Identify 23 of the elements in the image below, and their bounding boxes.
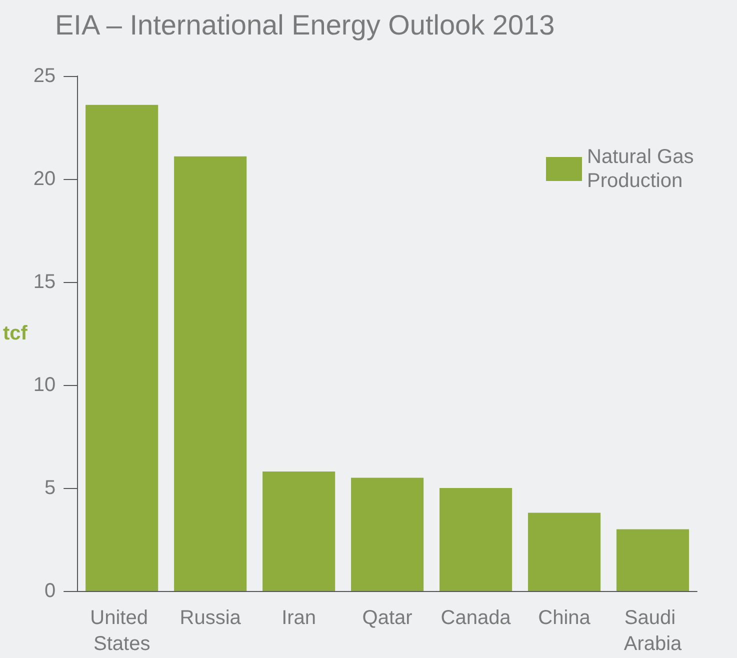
- bar: [440, 488, 512, 591]
- bar: [174, 156, 247, 591]
- x-tick-label: China: [538, 607, 592, 629]
- y-tick-label: 10: [33, 374, 56, 396]
- x-tick-label: Saudi Arabia: [624, 607, 683, 655]
- y-tick-label: 20: [33, 168, 56, 190]
- y-axis-title: tcf: [2, 322, 28, 344]
- legend-label: Natural Gas Production: [587, 146, 700, 192]
- x-tick-label: United States: [90, 607, 154, 655]
- chart-title: EIA – International Energy Outlook 2013: [55, 10, 555, 40]
- bar: [262, 472, 336, 591]
- bar: [528, 512, 601, 591]
- x-tick-label: Qatar: [362, 607, 413, 629]
- y-tick-label: 15: [33, 271, 56, 293]
- y-tick-label: 25: [33, 65, 56, 87]
- y-tick-label: 5: [44, 477, 56, 499]
- bar: [86, 104, 158, 591]
- x-tick-label: Russia: [180, 607, 242, 629]
- y-tick-label: 0: [44, 580, 56, 602]
- bar: [616, 529, 690, 591]
- x-tick-label: Canada: [440, 607, 512, 629]
- x-tick-label: Iran: [282, 607, 316, 629]
- bar: [351, 478, 424, 591]
